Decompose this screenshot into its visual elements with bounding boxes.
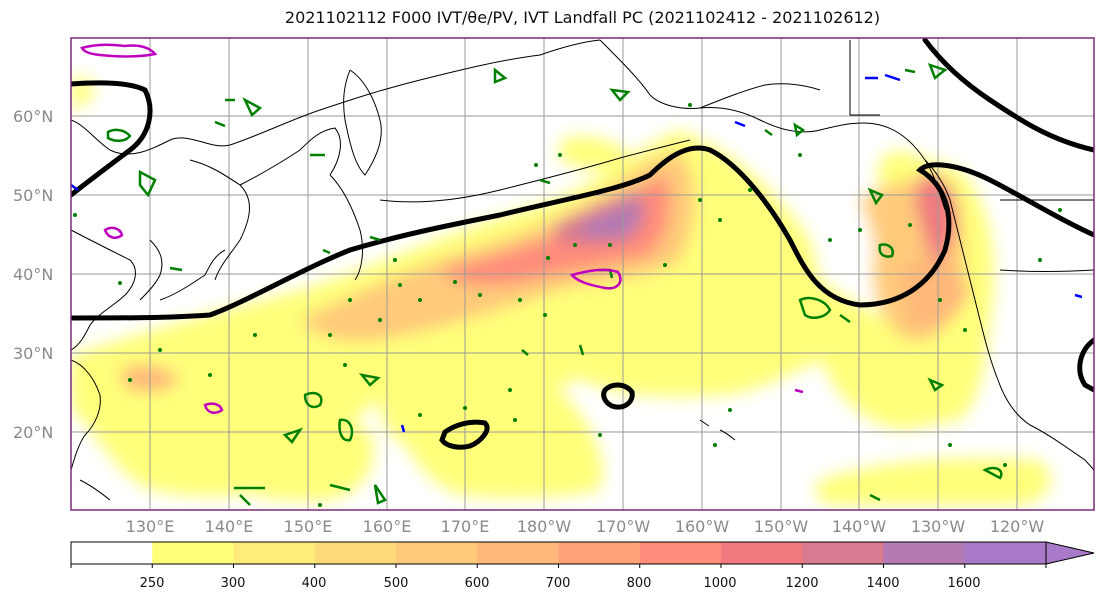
lon-label-140w: 140°W [831, 517, 887, 536]
colorbar-cell [639, 542, 722, 564]
colorbar-label: 700 [545, 576, 571, 591]
lat-label-20n: 20°N [13, 423, 54, 442]
lon-label-170w: 170°W [595, 517, 651, 536]
colorbar-cell [396, 542, 478, 564]
pv-dots [73, 103, 1062, 507]
colorbar-cell [721, 542, 803, 564]
colorbar-cell [152, 542, 234, 564]
colorbar-label: 600 [464, 576, 490, 591]
lon-label-150w: 150°W [753, 517, 809, 536]
lon-label-130w: 130°W [910, 517, 966, 536]
lon-label-180w: 180°W [516, 517, 572, 536]
colorbar-label: 400 [301, 576, 327, 591]
lon-label-170e: 170°E [440, 517, 490, 536]
magenta-contours [80, 43, 804, 414]
blue-contours [71, 73, 1083, 433]
lat-label-60n: 60°N [13, 107, 54, 126]
colorbar-cell [314, 542, 397, 564]
lat-label-50n: 50°N [13, 186, 54, 205]
lat-label-40n: 40°N [13, 265, 54, 284]
lon-label-120w: 120°W [989, 517, 1045, 536]
lon-label-150e: 150°E [283, 517, 333, 536]
colorbar-cell [964, 542, 1047, 564]
lon-label-140e: 140°E [204, 517, 254, 536]
colorbar-label: 300 [220, 576, 246, 591]
colorbar-cell [883, 542, 966, 564]
colorbar-label: 250 [139, 576, 165, 591]
graticule [71, 38, 1094, 510]
map-title: 2021102112 F000 IVT/θe/PV, IVT Landfall … [284, 8, 881, 27]
lon-label-130e: 130°E [125, 517, 175, 536]
colorbar-label: 1200 [785, 576, 819, 591]
lat-label-30n: 30°N [13, 344, 54, 363]
colorbar-label: 800 [626, 576, 652, 591]
pv-contours [106, 62, 1003, 506]
colorbar-cell [558, 542, 641, 564]
lon-label-160e: 160°E [362, 517, 412, 536]
colorbar-label: 1000 [703, 576, 737, 591]
lon-label-160w: 160°W [674, 517, 730, 536]
colorbar-extend-arrow [1045, 541, 1095, 565]
ivt-landfall-contours [71, 38, 1094, 450]
colorbar-label: 500 [383, 576, 409, 591]
colorbar-cell [71, 542, 153, 564]
colorbar-cell [233, 542, 316, 564]
colorbar-label: 1600 [947, 576, 981, 591]
map-frame [70, 37, 1095, 511]
colorbar-cell [802, 542, 884, 564]
colorbar-label: 1400 [866, 576, 900, 591]
colorbar-cell [477, 542, 559, 564]
colorbar [70, 541, 1095, 568]
